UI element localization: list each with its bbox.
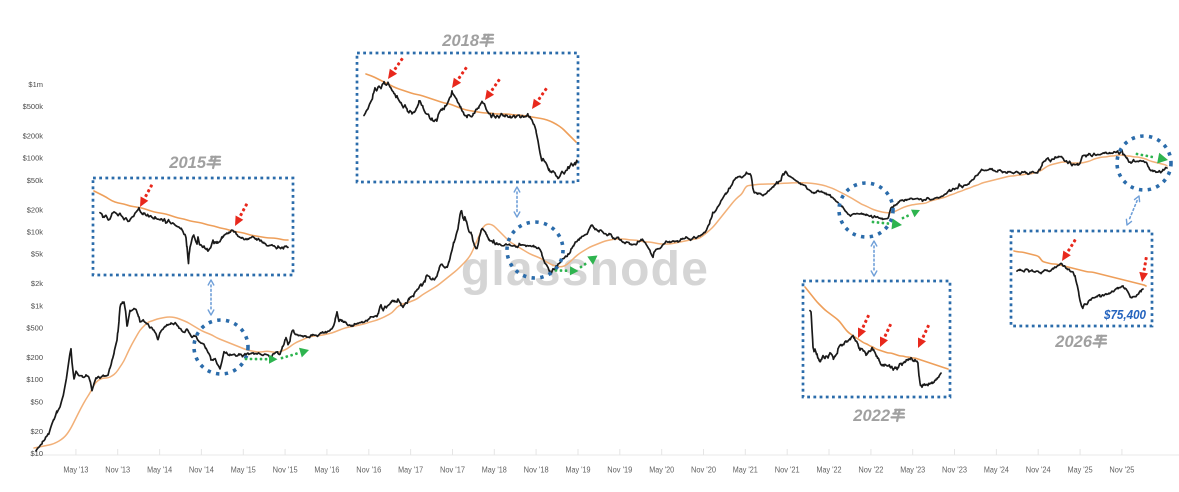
svg-text:$5k: $5k xyxy=(31,250,43,259)
svg-text:$500k: $500k xyxy=(23,102,44,111)
svg-text:$50: $50 xyxy=(30,397,43,406)
svg-text:$20k: $20k xyxy=(27,205,44,214)
svg-text:Nov '17: Nov '17 xyxy=(440,466,466,475)
svg-text:$2k: $2k xyxy=(31,279,43,288)
svg-text:Nov '24: Nov '24 xyxy=(1026,466,1052,475)
svg-text:2022: 2022 xyxy=(852,407,890,425)
svg-text:$1k: $1k xyxy=(31,301,43,310)
svg-text:2026: 2026 xyxy=(1054,333,1093,351)
svg-text:2018: 2018 xyxy=(441,32,480,50)
svg-text:May '17: May '17 xyxy=(398,466,423,475)
svg-text:2015: 2015 xyxy=(168,154,207,172)
svg-text:$200: $200 xyxy=(26,353,43,362)
svg-text:May '21: May '21 xyxy=(733,466,758,475)
svg-text:May '23: May '23 xyxy=(900,466,925,475)
svg-text:$100: $100 xyxy=(26,375,43,384)
svg-text:$200k: $200k xyxy=(23,131,44,140)
svg-text:$10k: $10k xyxy=(27,228,44,237)
svg-text:$20: $20 xyxy=(30,427,43,436)
svg-text:$10: $10 xyxy=(30,449,43,458)
svg-text:Nov '20: Nov '20 xyxy=(691,466,717,475)
svg-text:May '24: May '24 xyxy=(984,466,1009,475)
svg-text:$100k: $100k xyxy=(23,154,44,163)
svg-text:May '25: May '25 xyxy=(1068,466,1093,475)
svg-text:glassnode: glassnode xyxy=(461,243,709,296)
svg-text:May '18: May '18 xyxy=(482,466,507,475)
svg-text:May '22: May '22 xyxy=(817,466,842,475)
svg-text:May '15: May '15 xyxy=(231,466,256,475)
svg-text:May '13: May '13 xyxy=(63,466,88,475)
svg-text:Nov '13: Nov '13 xyxy=(105,466,131,475)
svg-text:Nov '19: Nov '19 xyxy=(607,466,633,475)
svg-text:$75,400: $75,400 xyxy=(1103,308,1146,322)
svg-text:$1m: $1m xyxy=(28,80,43,89)
svg-text:Nov '18: Nov '18 xyxy=(524,466,550,475)
svg-text:Nov '21: Nov '21 xyxy=(775,466,801,475)
svg-text:Nov '15: Nov '15 xyxy=(273,466,299,475)
svg-text:Nov '14: Nov '14 xyxy=(189,466,215,475)
svg-text:$50k: $50k xyxy=(27,176,44,185)
svg-text:Nov '16: Nov '16 xyxy=(356,466,382,475)
svg-text:May '20: May '20 xyxy=(649,466,674,475)
svg-text:Nov '22: Nov '22 xyxy=(858,466,884,475)
svg-text:Nov '23: Nov '23 xyxy=(942,466,968,475)
svg-text:May '14: May '14 xyxy=(147,466,172,475)
svg-text:$500: $500 xyxy=(26,324,43,333)
svg-text:May '16: May '16 xyxy=(314,466,339,475)
svg-text:Nov '25: Nov '25 xyxy=(1109,466,1135,475)
svg-text:May '19: May '19 xyxy=(566,466,591,475)
